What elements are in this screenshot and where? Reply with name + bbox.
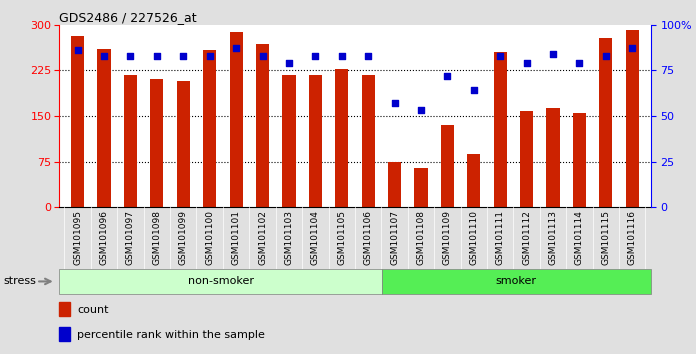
Text: GSM101113: GSM101113 [548, 210, 557, 265]
Text: GSM101114: GSM101114 [575, 210, 584, 265]
Text: non-smoker: non-smoker [187, 276, 253, 286]
Text: GSM101112: GSM101112 [522, 210, 531, 265]
Point [204, 53, 215, 59]
Text: GSM101103: GSM101103 [285, 210, 294, 265]
Bar [177, 81, 190, 207]
Text: GSM101109: GSM101109 [443, 210, 452, 265]
Bar [414, 167, 427, 207]
Text: GSM101099: GSM101099 [179, 210, 188, 265]
Bar [59, 327, 70, 341]
Bar [283, 75, 296, 207]
Point [99, 53, 110, 59]
Point [548, 51, 559, 57]
Bar [309, 75, 322, 207]
Bar [361, 75, 374, 207]
Text: GSM101110: GSM101110 [469, 210, 478, 265]
Bar [493, 52, 507, 207]
Point [257, 53, 268, 59]
Text: stress: stress [3, 276, 36, 286]
Text: GSM101111: GSM101111 [496, 210, 505, 265]
Point [283, 60, 294, 66]
Text: smoker: smoker [496, 276, 537, 286]
Bar [97, 49, 111, 207]
Text: GSM101106: GSM101106 [364, 210, 372, 265]
Bar [230, 32, 243, 207]
Bar [546, 108, 560, 207]
Point [336, 53, 347, 59]
Bar [150, 79, 164, 207]
Point [389, 100, 400, 106]
Point [151, 53, 162, 59]
Point [363, 53, 374, 59]
Bar [599, 38, 612, 207]
Bar [59, 269, 382, 294]
Text: GSM101104: GSM101104 [311, 210, 320, 265]
Point [442, 73, 453, 79]
Point [125, 53, 136, 59]
Text: GSM101102: GSM101102 [258, 210, 267, 265]
Bar [467, 154, 480, 207]
Text: GSM101115: GSM101115 [601, 210, 610, 265]
Bar [203, 50, 216, 207]
Bar [59, 302, 70, 316]
Bar [388, 161, 401, 207]
Point [177, 53, 189, 59]
Point [230, 46, 242, 51]
Bar [441, 125, 454, 207]
Point [574, 60, 585, 66]
Text: count: count [77, 305, 109, 315]
Point [468, 87, 480, 93]
Bar [382, 269, 651, 294]
Text: GSM101097: GSM101097 [126, 210, 135, 265]
Point [310, 53, 321, 59]
Bar [124, 75, 137, 207]
Text: GSM101108: GSM101108 [416, 210, 425, 265]
Point [521, 60, 532, 66]
Bar [520, 111, 533, 207]
Text: GSM101101: GSM101101 [232, 210, 241, 265]
Text: percentile rank within the sample: percentile rank within the sample [77, 330, 264, 339]
Text: GSM101096: GSM101096 [100, 210, 109, 265]
Text: GSM101116: GSM101116 [628, 210, 637, 265]
Bar [573, 113, 586, 207]
Text: GSM101100: GSM101100 [205, 210, 214, 265]
Bar [335, 69, 349, 207]
Point [72, 47, 84, 53]
Point [495, 53, 506, 59]
Bar [626, 30, 639, 207]
Point [600, 53, 611, 59]
Point [416, 108, 427, 113]
Text: GSM101098: GSM101098 [152, 210, 161, 265]
Bar [71, 36, 84, 207]
Text: GSM101105: GSM101105 [338, 210, 346, 265]
Point [626, 46, 638, 51]
Text: GSM101107: GSM101107 [390, 210, 399, 265]
Bar [256, 44, 269, 207]
Text: GSM101095: GSM101095 [73, 210, 82, 265]
Text: GDS2486 / 227526_at: GDS2486 / 227526_at [59, 11, 197, 24]
